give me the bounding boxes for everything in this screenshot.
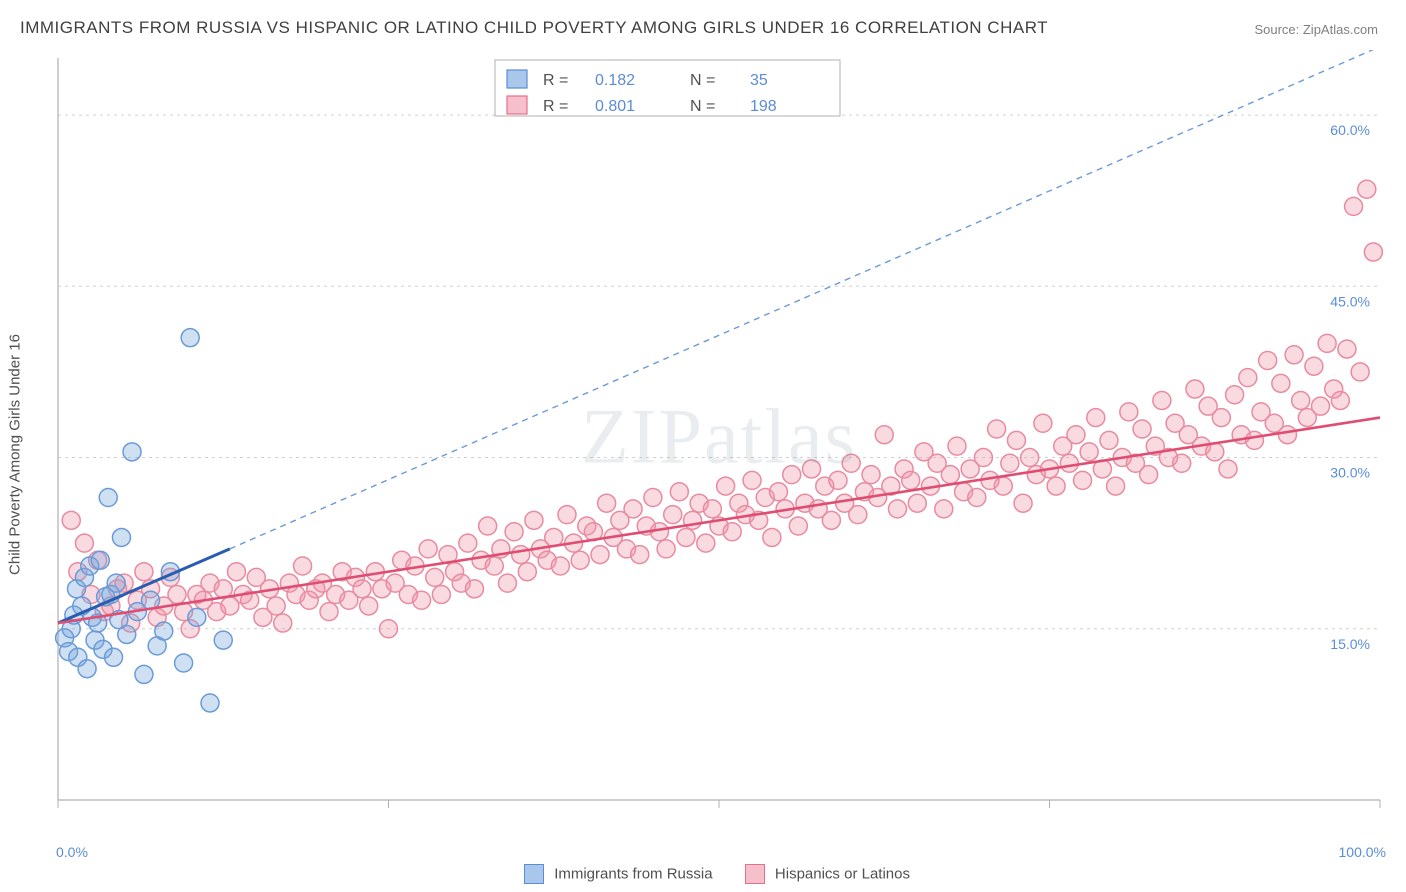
x-tick-max: 100.0% [1339, 844, 1386, 860]
svg-text:198: 198 [750, 98, 777, 115]
svg-text:60.0%: 60.0% [1330, 122, 1370, 138]
svg-text:N =: N = [690, 98, 715, 115]
svg-text:45.0%: 45.0% [1330, 293, 1370, 309]
legend-label-russia: Immigrants from Russia [554, 866, 712, 883]
svg-text:0.182: 0.182 [595, 72, 635, 89]
chart-title: IMMIGRANTS FROM RUSSIA VS HISPANIC OR LA… [20, 18, 1048, 38]
plot-container: 15.0% 30.0% 45.0% 60.0% R = 0.182 N = 35 R = 0.80… [50, 50, 1388, 832]
svg-text:R =: R = [543, 98, 568, 115]
source-label: Source: ZipAtlas.com [1254, 22, 1378, 37]
y-axis-label: Child Poverty Among Girls Under 16 [7, 334, 24, 575]
svg-text:15.0%: 15.0% [1330, 636, 1370, 652]
legend-swatch-hispanic [745, 864, 765, 884]
legend-swatch-russia [524, 864, 544, 884]
x-tick-min: 0.0% [56, 844, 88, 860]
svg-text:0.801: 0.801 [595, 98, 635, 115]
svg-text:N =: N = [690, 72, 715, 89]
svg-text:35: 35 [750, 72, 768, 89]
correlation-chart: 15.0% 30.0% 45.0% 60.0% R = 0.182 N = 35 R = 0.80… [50, 50, 1388, 832]
legend-label-hispanic: Hispanics or Latinos [775, 866, 910, 883]
svg-text:30.0%: 30.0% [1330, 465, 1370, 481]
bottom-legend: Immigrants from Russia Hispanics or Lati… [0, 864, 1406, 884]
svg-text:R =: R = [543, 72, 568, 89]
